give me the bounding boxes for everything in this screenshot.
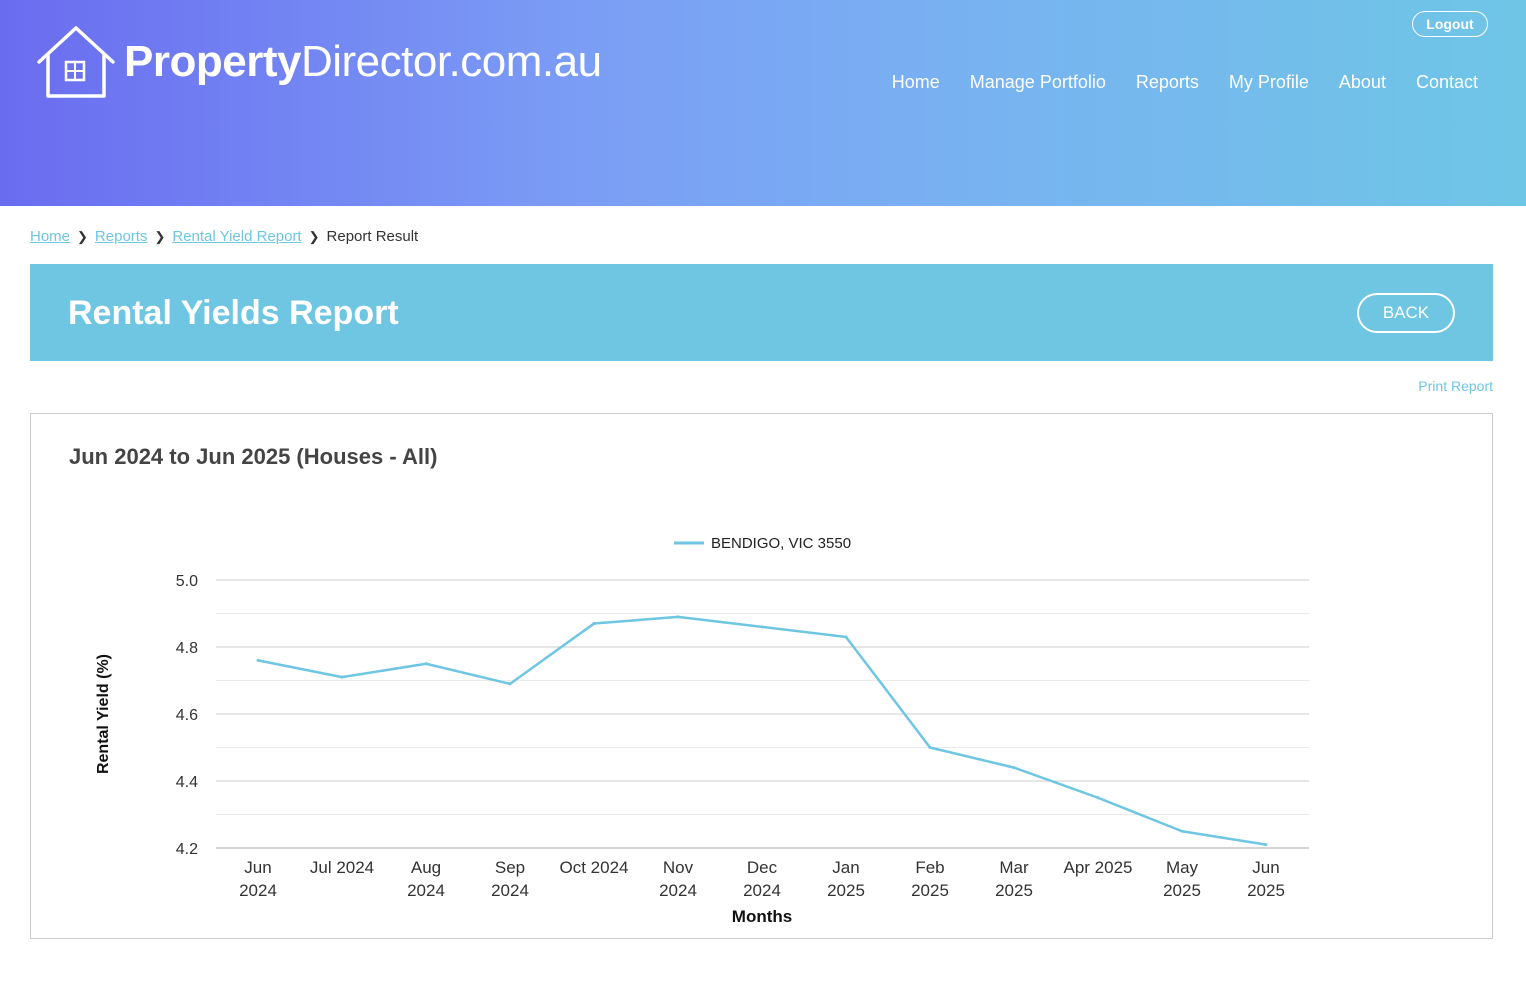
data-point bbox=[1180, 829, 1184, 833]
x-tick-label: Jun bbox=[244, 858, 271, 877]
y-axis-title: Rental Yield (%) bbox=[95, 654, 112, 774]
x-tick-label: 2025 bbox=[1163, 881, 1201, 900]
main-nav: Home Manage Portfolio Reports My Profile… bbox=[892, 72, 1478, 93]
house-logo-icon bbox=[37, 26, 115, 98]
x-tick-label: Nov bbox=[663, 858, 694, 877]
breadcrumb-current: Report Result bbox=[326, 228, 419, 245]
data-point bbox=[676, 615, 680, 619]
page-title-bar: Rental Yields Report BACK bbox=[30, 264, 1493, 361]
x-tick-label: 2024 bbox=[743, 881, 781, 900]
brand-name: PropertyDirector.com.au bbox=[124, 40, 602, 84]
x-tick-label: Jan bbox=[832, 858, 859, 877]
chart-panel: Jun 2024 to Jun 2025 (Houses - All) 5.0 4… bbox=[30, 413, 1493, 939]
nav-contact[interactable]: Contact bbox=[1415, 72, 1478, 92]
x-tick-label: Apr 2025 bbox=[1064, 858, 1133, 877]
breadcrumb-rental-yield-report[interactable]: Rental Yield Report bbox=[172, 228, 302, 245]
print-report-link[interactable]: Print Report bbox=[1418, 378, 1493, 394]
brand-name-bold: Property bbox=[124, 37, 301, 86]
data-point bbox=[340, 675, 344, 679]
data-point bbox=[1096, 796, 1100, 800]
data-point bbox=[592, 622, 596, 626]
site-logo[interactable]: PropertyDirector.com.au bbox=[36, 24, 602, 100]
chevron-right-icon: ❯ bbox=[77, 228, 88, 244]
x-tick-label: Jun bbox=[1252, 858, 1279, 877]
data-point bbox=[844, 635, 848, 639]
data-point bbox=[508, 682, 512, 686]
chart-heading: Jun 2024 to Jun 2025 (Houses - All) bbox=[69, 444, 438, 469]
data-point bbox=[424, 662, 428, 666]
x-tick-label: 2025 bbox=[827, 881, 865, 900]
rental-yield-chart: 5.0 4.8 4.6 4.4 4.2 Jun 2024 Jul 2024 Aug 2024 Sep… bbox=[95, 535, 1309, 926]
chevron-right-icon: ❯ bbox=[308, 228, 320, 244]
data-point bbox=[1012, 766, 1016, 770]
series-line bbox=[257, 615, 1267, 846]
legend-label: BENDIGO, VIC 3550 bbox=[711, 535, 851, 552]
breadcrumb-reports[interactable]: Reports bbox=[94, 228, 148, 245]
nav-home[interactable]: Home bbox=[891, 72, 940, 92]
breadcrumb-home[interactable]: Home bbox=[30, 228, 71, 245]
breadcrumb: Home ❯ Reports ❯ Rental Yield Report ❯ R… bbox=[30, 228, 418, 245]
y-tick-label: 4.4 bbox=[176, 774, 198, 791]
x-tick-label: Feb bbox=[915, 858, 944, 877]
y-tick-label: 4.6 bbox=[176, 707, 198, 724]
x-tick-label: 2024 bbox=[239, 881, 277, 900]
x-tick-label: 2025 bbox=[1247, 881, 1285, 900]
brand-name-rest: Director.com.au bbox=[300, 37, 602, 86]
x-tick-label: Mar bbox=[999, 858, 1029, 877]
x-tick-label: Dec bbox=[747, 858, 778, 877]
data-point bbox=[760, 625, 764, 629]
chevron-right-icon: ❯ bbox=[154, 228, 166, 244]
x-tick-label: Oct 2024 bbox=[560, 858, 629, 877]
y-tick-label: 5.0 bbox=[176, 573, 198, 590]
x-tick-label: May bbox=[1166, 858, 1199, 877]
data-point bbox=[928, 746, 932, 749]
logout-button[interactable]: Logout bbox=[1412, 11, 1488, 37]
nav-reports[interactable]: Reports bbox=[1135, 72, 1199, 92]
x-tick-label: 2025 bbox=[995, 881, 1033, 900]
data-point bbox=[1264, 843, 1268, 847]
nav-about[interactable]: About bbox=[1338, 72, 1386, 92]
y-tick-label: 4.2 bbox=[176, 841, 198, 858]
data-point bbox=[256, 658, 260, 662]
site-header: PropertyDirector.com.au Logout Home Mana… bbox=[0, 0, 1526, 206]
x-tick-label: Sep bbox=[495, 858, 525, 877]
x-tick-label: 2024 bbox=[491, 881, 529, 900]
nav-my-profile[interactable]: My Profile bbox=[1228, 72, 1309, 92]
page-title: Rental Yields Report bbox=[68, 294, 399, 332]
x-tick-label: Aug bbox=[411, 858, 441, 877]
x-tick-label: 2024 bbox=[659, 881, 697, 900]
x-tick-label: 2025 bbox=[911, 881, 949, 900]
x-axis-title: Months bbox=[732, 907, 792, 926]
nav-manage-portfolio[interactable]: Manage Portfolio bbox=[969, 72, 1106, 92]
x-tick-label: 2024 bbox=[407, 881, 445, 900]
back-button[interactable]: BACK bbox=[1357, 293, 1455, 333]
x-tick-label: Jul 2024 bbox=[310, 858, 374, 877]
y-tick-label: 4.8 bbox=[176, 640, 198, 657]
